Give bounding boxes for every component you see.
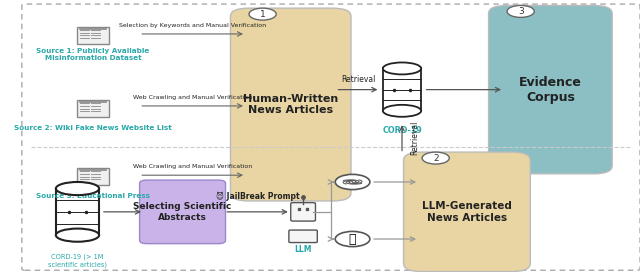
Text: 🦙: 🦙 xyxy=(349,233,356,246)
Circle shape xyxy=(249,8,276,20)
Text: Source 3: Educational Press: Source 3: Educational Press xyxy=(36,193,150,199)
FancyBboxPatch shape xyxy=(289,230,317,243)
Text: 😈 JailBreak Prompt: 😈 JailBreak Prompt xyxy=(216,191,300,201)
FancyBboxPatch shape xyxy=(383,69,421,111)
Circle shape xyxy=(335,231,370,247)
Text: 2: 2 xyxy=(433,154,438,163)
FancyBboxPatch shape xyxy=(56,188,99,235)
FancyBboxPatch shape xyxy=(77,27,109,44)
FancyBboxPatch shape xyxy=(291,203,316,221)
Ellipse shape xyxy=(56,182,99,195)
Text: Web Crawling and Manual Verification: Web Crawling and Manual Verification xyxy=(133,164,252,169)
FancyBboxPatch shape xyxy=(140,180,225,244)
Text: Source 1: Publicly Available
Misinformation Dataset: Source 1: Publicly Available Misinformat… xyxy=(36,48,150,61)
Text: LLM: LLM xyxy=(294,245,312,254)
Text: Retrieval: Retrieval xyxy=(340,75,375,84)
Text: Evidence
Corpus: Evidence Corpus xyxy=(519,76,582,104)
Text: 1: 1 xyxy=(260,10,266,18)
Text: LLM-Generated
News Articles: LLM-Generated News Articles xyxy=(422,201,512,223)
FancyBboxPatch shape xyxy=(77,100,109,117)
FancyBboxPatch shape xyxy=(404,152,531,272)
Text: 3: 3 xyxy=(518,7,524,16)
Text: Web Crawling and Manual Verification: Web Crawling and Manual Verification xyxy=(133,95,252,100)
Text: CORD-19: CORD-19 xyxy=(382,126,422,135)
FancyBboxPatch shape xyxy=(230,8,351,201)
Ellipse shape xyxy=(383,63,421,75)
Circle shape xyxy=(335,174,370,190)
Text: Selecting Scientific
Abstracts: Selecting Scientific Abstracts xyxy=(133,202,232,222)
FancyBboxPatch shape xyxy=(488,5,612,174)
Text: CORD-19 (> 1M
scientific articles): CORD-19 (> 1M scientific articles) xyxy=(48,254,107,268)
FancyBboxPatch shape xyxy=(77,168,109,185)
Text: Source 2: Wiki Fake News Website List: Source 2: Wiki Fake News Website List xyxy=(14,125,172,131)
Ellipse shape xyxy=(56,228,99,242)
Circle shape xyxy=(422,152,449,164)
Circle shape xyxy=(507,5,534,17)
Text: Retrieval: Retrieval xyxy=(411,121,420,155)
Text: Human-Written
News Articles: Human-Written News Articles xyxy=(243,94,339,115)
Ellipse shape xyxy=(383,105,421,117)
Text: Selection by Keywords and Manual Verification: Selection by Keywords and Manual Verific… xyxy=(119,23,266,28)
